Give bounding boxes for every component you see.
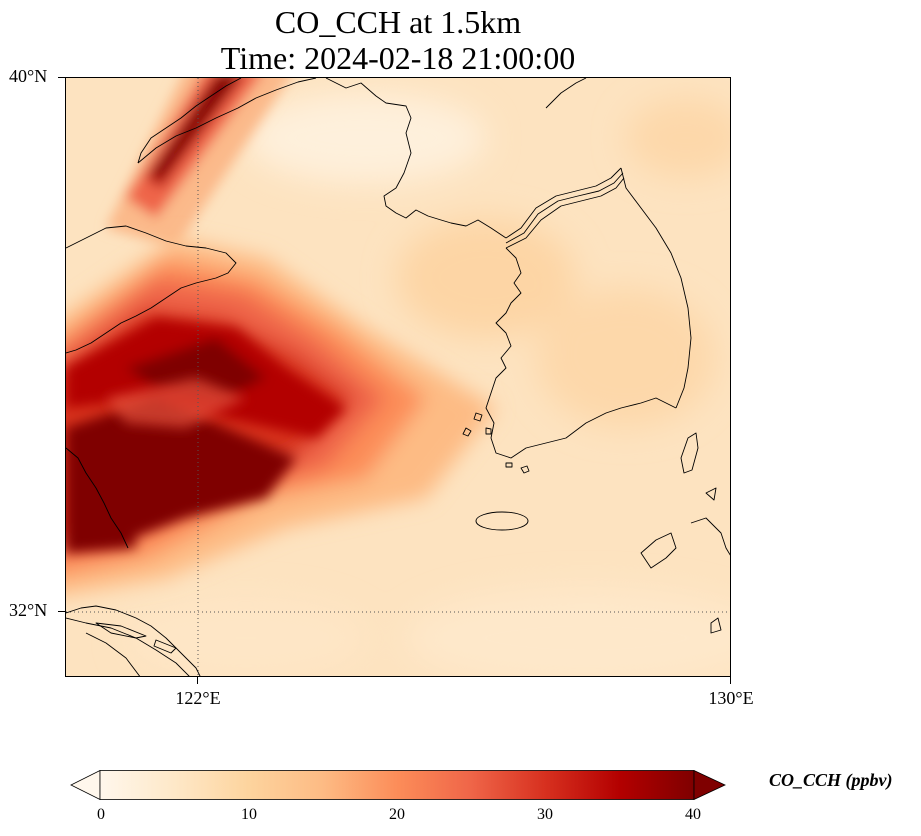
colorbar-tick-10: 10 — [241, 806, 257, 823]
lat-tick-32n — [58, 611, 65, 612]
coastlines — [66, 78, 730, 676]
coast-jiangsu — [66, 447, 129, 549]
coast-shandong — [66, 225, 237, 354]
plume-core — [66, 318, 346, 553]
lon-label-130e: 130°E — [708, 688, 754, 708]
colorbar — [70, 770, 726, 800]
lat-label-32n: 32°N — [9, 600, 48, 620]
coast-korea-west — [485, 247, 677, 459]
lon-label-122e: 122°E — [175, 688, 221, 708]
plume-gap — [106, 378, 246, 428]
coast-korea-east — [620, 167, 692, 409]
concentration-field — [66, 78, 730, 676]
coast-liaodong-south — [137, 78, 317, 164]
jeju-island — [475, 511, 529, 531]
colorbar-label: CO_CCH (ppbv) — [769, 770, 893, 790]
lat-label-40n: 40°N — [9, 66, 48, 86]
colorbar-gradient — [99, 770, 695, 800]
coast-yangtze — [66, 605, 201, 676]
map-panel[interactable] — [65, 77, 731, 677]
coast-liaoning — [325, 78, 507, 239]
colorbar-tick-20: 20 — [389, 806, 405, 823]
colorbar-min-extend — [70, 770, 101, 800]
colorbar-tick-0: 0 — [97, 806, 105, 823]
soft-patches — [126, 93, 730, 676]
lon-tick-122e — [197, 677, 198, 684]
colorbar-max-extend — [693, 770, 726, 800]
colorbar-tick-40: 40 — [685, 806, 701, 823]
map-time: Time: 2024-02-18 21:00:00 — [220, 40, 576, 76]
lon-tick-130e — [730, 677, 731, 684]
lat-tick-40n — [58, 77, 65, 78]
map-title: CO_CCH at 1.5km — [274, 4, 522, 40]
colorbar-tick-30: 30 — [537, 806, 553, 823]
